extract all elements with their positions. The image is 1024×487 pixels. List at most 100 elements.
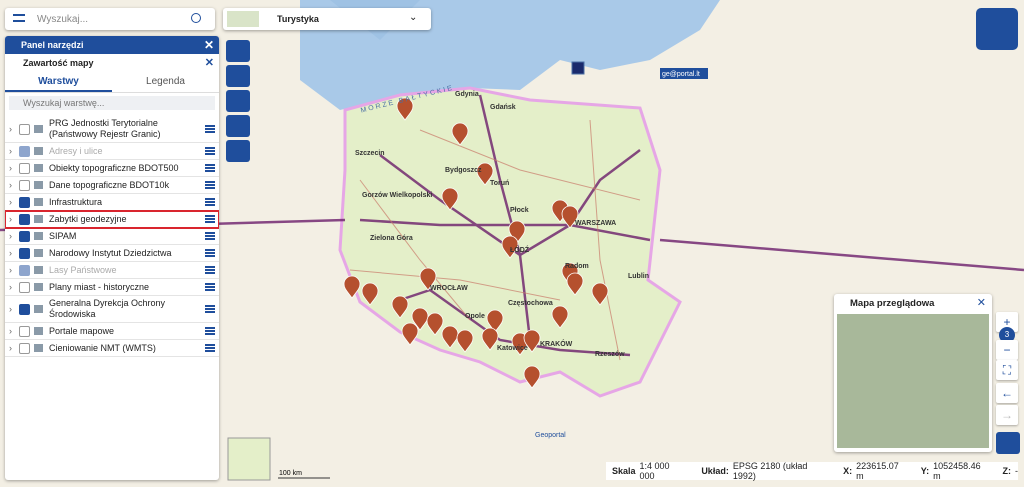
layer-name: Infrastruktura <box>49 196 103 207</box>
layer-row[interactable]: › Obiekty topograficzne BDOT500 <box>5 160 219 177</box>
expand-arrow[interactable]: › <box>9 146 12 156</box>
city-label: Gdynia <box>455 91 479 98</box>
expand-arrow[interactable]: › <box>9 214 12 224</box>
layer-row[interactable]: › Dane topograficzne BDOT10k <box>5 177 219 194</box>
layer-menu[interactable] <box>205 232 215 240</box>
tabs: Warstwy Legenda <box>5 72 219 93</box>
layer-row[interactable]: › PRG Jednostki Terytorialne (Państwowy R… <box>5 116 219 143</box>
layer-search[interactable]: Wyszukaj warstwę... <box>9 96 215 110</box>
logo[interactable] <box>976 8 1018 50</box>
status-value: 1052458.46 m <box>933 461 981 481</box>
search-box[interactable]: Wyszukaj... <box>5 8 215 30</box>
close-overview[interactable]: ✕ <box>976 297 986 309</box>
layer-icon <box>34 283 43 291</box>
layer-checkbox[interactable] <box>19 196 30 208</box>
expand-arrow[interactable]: › <box>9 197 12 207</box>
full-extent[interactable]: ⛶ <box>996 360 1018 380</box>
expand-arrow[interactable]: › <box>9 248 12 258</box>
layer-menu[interactable] <box>205 327 215 335</box>
heritage-pin <box>456 329 474 353</box>
layer-menu[interactable] <box>205 125 215 133</box>
layer-name: Adresy i ulice <box>49 145 103 156</box>
pan-button[interactable] <box>226 90 250 112</box>
heritage-pin <box>523 365 541 389</box>
expand-arrow[interactable]: › <box>9 231 12 241</box>
layer-row[interactable]: › Narodowy Instytut Dziedzictwa <box>5 245 219 262</box>
search-placeholder[interactable]: Wyszukaj... <box>37 14 89 25</box>
layer-checkbox[interactable] <box>19 247 30 259</box>
overview-map[interactable] <box>837 314 989 448</box>
clipboard-button[interactable] <box>226 115 250 137</box>
city-label: Katowice <box>497 345 528 352</box>
heritage-pin <box>441 187 459 211</box>
layer-menu[interactable] <box>205 181 215 189</box>
layer-checkbox[interactable] <box>19 213 30 225</box>
expand-arrow[interactable]: › <box>9 304 12 314</box>
overview-toggle[interactable] <box>996 432 1020 454</box>
layer-menu[interactable] <box>205 305 215 313</box>
layer-name: Zabytki geodezyjne <box>49 213 127 224</box>
layer-row[interactable]: › Infrastruktura <box>5 194 219 211</box>
expand-arrow[interactable]: › <box>9 265 12 275</box>
expand-arrow[interactable]: › <box>9 163 12 173</box>
expand-arrow[interactable]: › <box>9 343 12 353</box>
city-label: Gdańsk <box>490 104 516 111</box>
layer-menu[interactable] <box>205 344 215 352</box>
close-button[interactable]: ✕ <box>203 38 214 52</box>
layer-row[interactable]: › Generalna Dyrekcja Ochrony Środowiska <box>5 296 219 323</box>
layer-menu[interactable] <box>205 249 215 257</box>
layer-row[interactable]: › Plany miast - historyczne <box>5 279 219 296</box>
layer-checkbox[interactable] <box>19 325 30 337</box>
print-button[interactable] <box>226 65 250 87</box>
layer-checkbox[interactable] <box>19 342 30 354</box>
layer-menu[interactable] <box>205 147 215 155</box>
layer-menu[interactable] <box>205 164 215 172</box>
basemap-select[interactable]: Turystyka ⌄ <box>223 8 431 30</box>
layer-row[interactable]: › Zabytki geodezyjne <box>5 210 219 229</box>
layer-menu[interactable] <box>205 198 215 206</box>
expand-arrow[interactable]: › <box>9 124 12 134</box>
layer-checkbox[interactable] <box>19 179 30 191</box>
section-header[interactable]: Zawartość mapy ✕ <box>5 54 219 72</box>
expand-arrow[interactable]: › <box>9 282 12 292</box>
zoom-out[interactable]: − <box>996 340 1018 360</box>
back[interactable]: ← <box>996 383 1018 403</box>
camera-button[interactable] <box>226 140 250 162</box>
menu-icon[interactable] <box>13 14 25 22</box>
city-label: Gorzów Wielkopolski <box>362 192 432 199</box>
layer-checkbox[interactable] <box>19 123 30 135</box>
layer-row[interactable]: › Adresy i ulice <box>5 143 219 160</box>
layer-checkbox[interactable] <box>19 281 30 293</box>
layer-row[interactable]: › SIPAM <box>5 228 219 245</box>
layer-checkbox[interactable] <box>19 303 30 315</box>
layers-button[interactable] <box>226 40 250 62</box>
layer-checkbox[interactable] <box>19 162 30 174</box>
close-section[interactable]: ✕ <box>204 57 214 69</box>
zoom-in[interactable]: + <box>996 312 1018 332</box>
layer-list: › PRG Jednostki Terytorialne (Państwowy R… <box>5 116 219 357</box>
layer-menu[interactable] <box>205 283 215 291</box>
tab[interactable]: Legenda <box>146 76 185 87</box>
heritage-pin <box>361 282 379 306</box>
layer-row[interactable]: › Portale mapowe <box>5 323 219 340</box>
layer-checkbox[interactable] <box>19 145 30 157</box>
tab[interactable]: Warstwy <box>5 72 112 92</box>
expand-arrow[interactable]: › <box>9 326 12 336</box>
layer-icon <box>34 147 43 155</box>
expand-arrow[interactable]: › <box>9 180 12 190</box>
layer-icon <box>34 125 43 133</box>
layer-menu[interactable] <box>205 266 215 274</box>
forward[interactable]: → <box>996 405 1018 425</box>
status-label: Z: <box>1002 466 1012 476</box>
geoportal-label: Geoportal <box>535 432 566 439</box>
search-icon[interactable] <box>191 13 201 23</box>
layer-name: Generalna Dyrekcja Ochrony Środowiska <box>49 298 166 319</box>
layer-checkbox[interactable] <box>19 230 30 242</box>
layer-row[interactable]: › Lasy Państwowe <box>5 262 219 279</box>
layer-menu[interactable] <box>205 215 215 223</box>
layer-row[interactable]: › Cieniowanie NMT (WMTS) <box>5 340 219 357</box>
heritage-pin <box>343 275 361 299</box>
layer-search-placeholder[interactable]: Wyszukaj warstwę... <box>23 98 105 108</box>
layer-checkbox[interactable] <box>19 264 30 276</box>
status-label: Skala <box>612 466 636 476</box>
